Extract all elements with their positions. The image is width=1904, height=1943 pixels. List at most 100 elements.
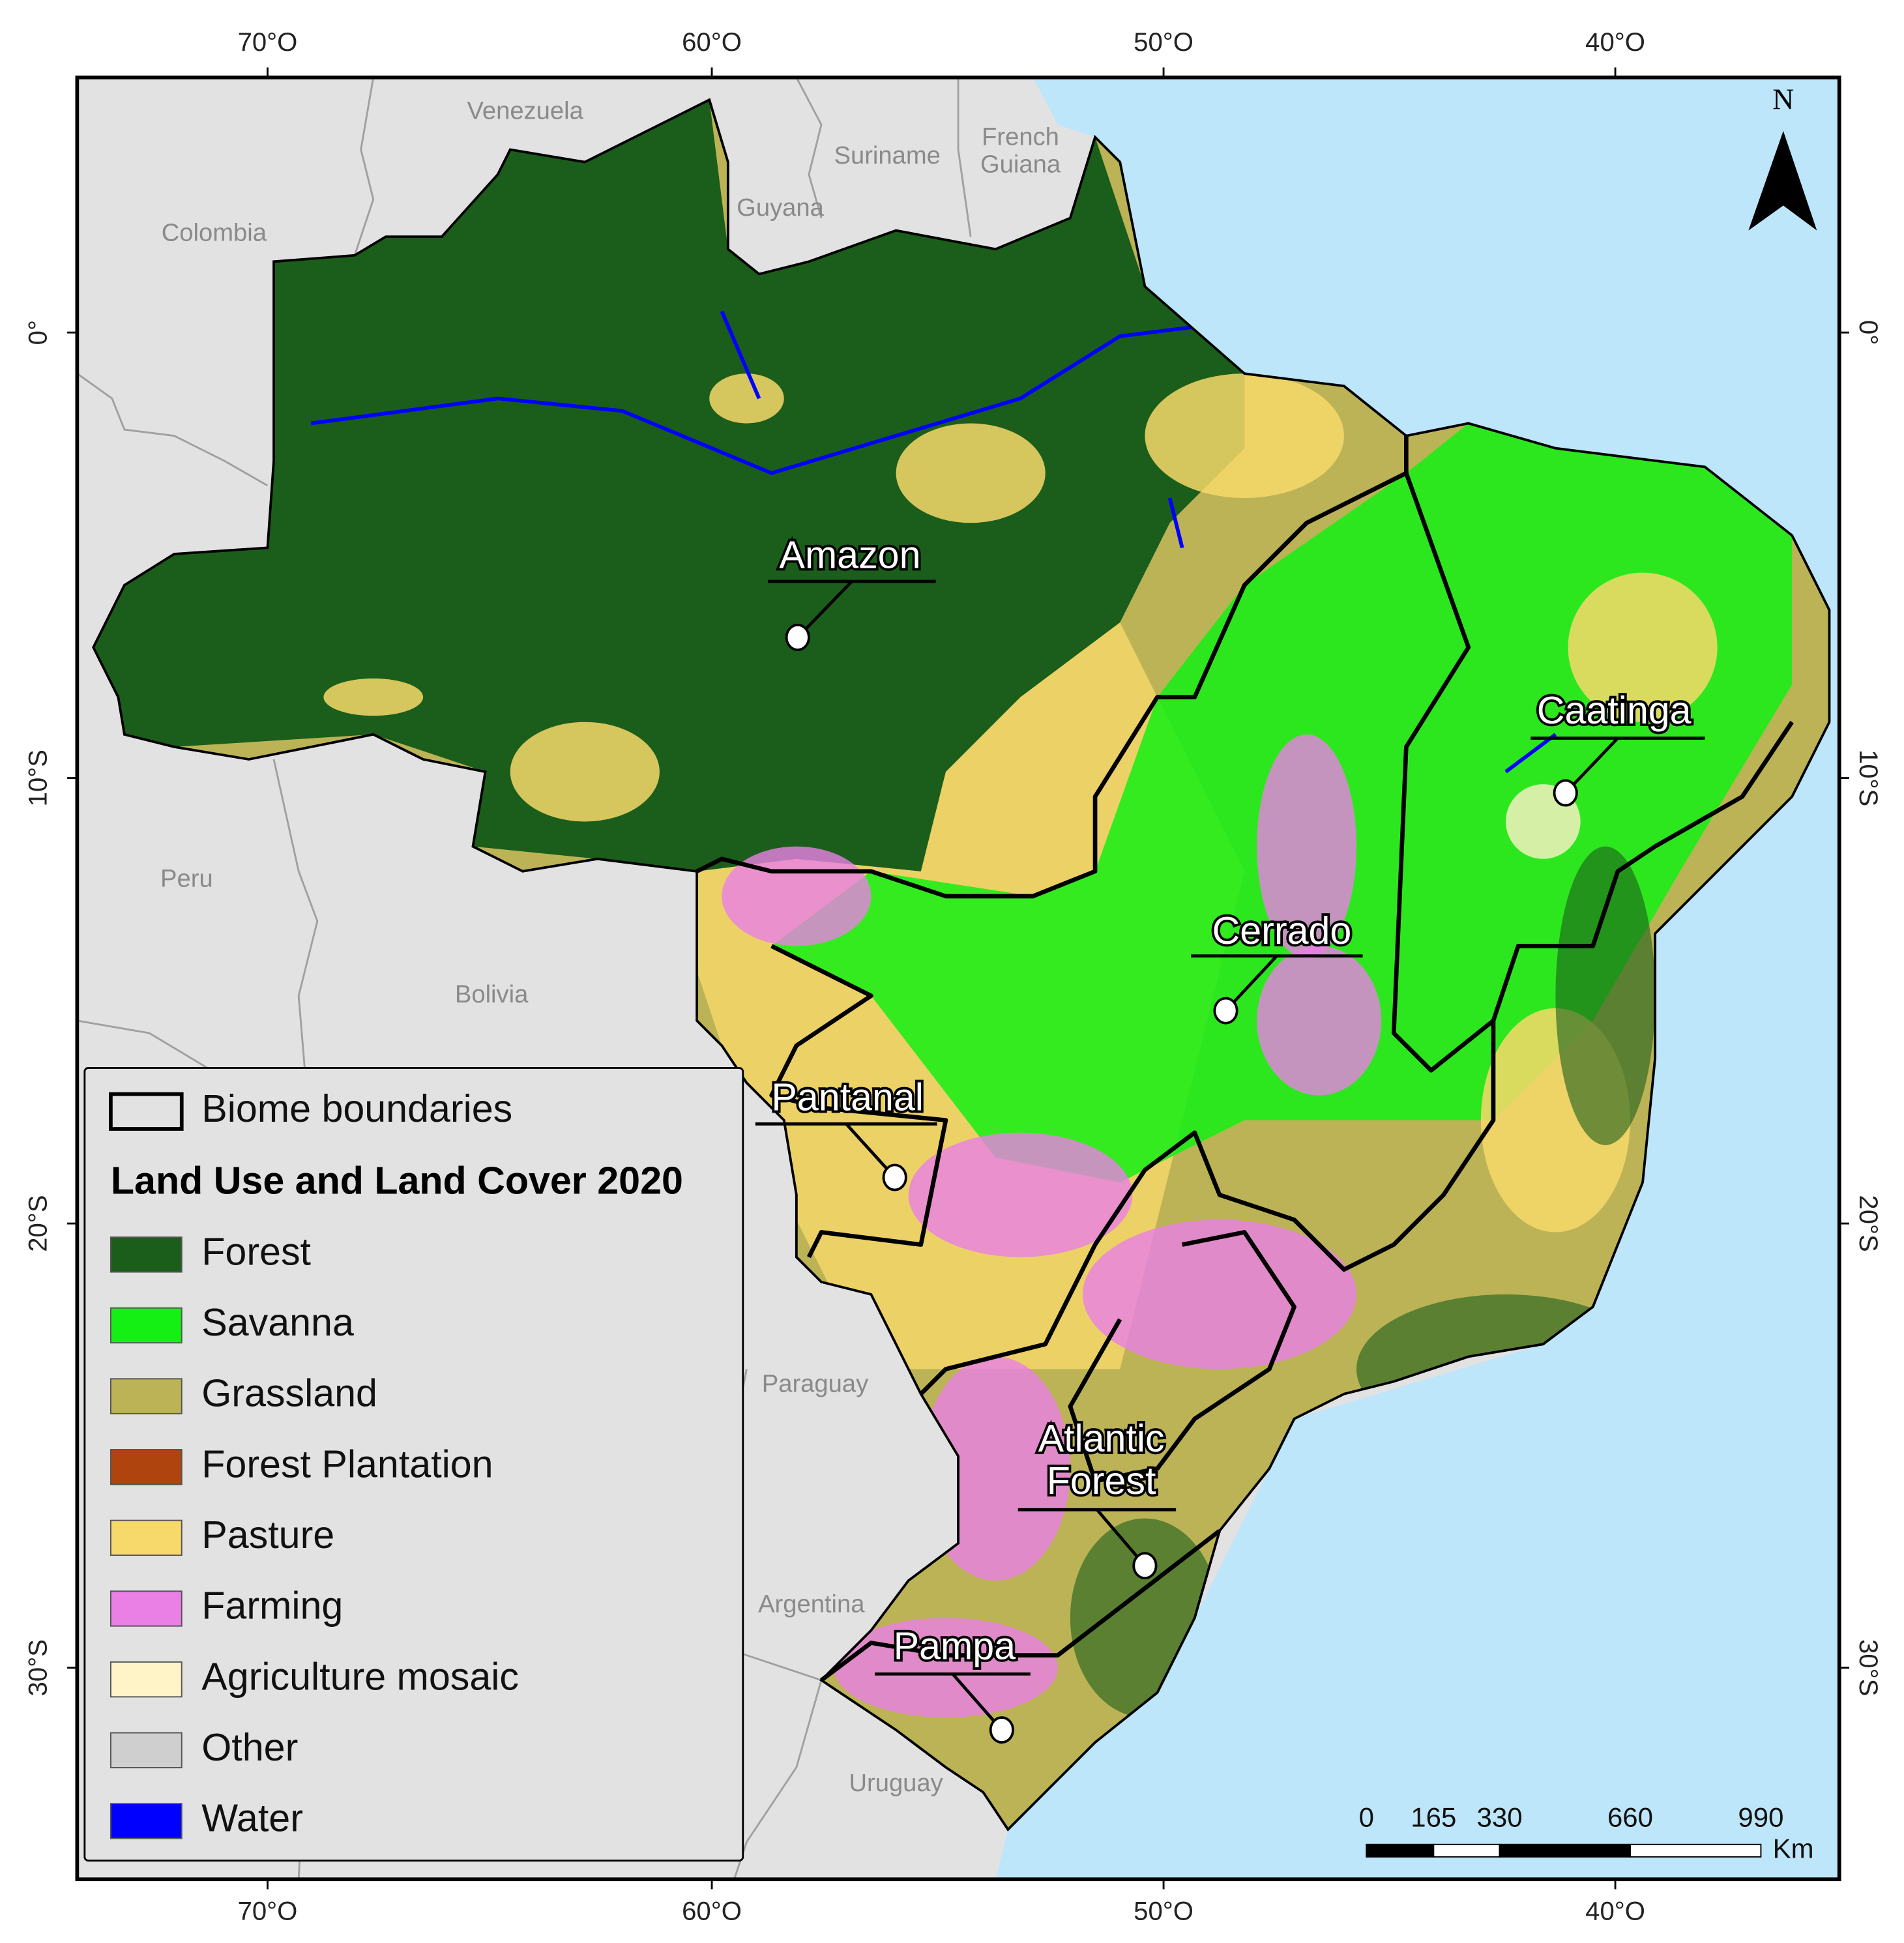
legend-swatch: [110, 1519, 183, 1556]
pasture-patch: [323, 678, 424, 716]
biome-label: Cerrado: [1212, 909, 1352, 952]
legend-label: Agriculture mosaic: [201, 1654, 519, 1698]
scale-segment: [1433, 1843, 1501, 1858]
lat-label: 10°S: [24, 750, 53, 806]
boundary-swatch: [109, 1092, 184, 1131]
biome-boundary: [769, 944, 948, 1259]
country-label: Guyana: [737, 194, 824, 222]
river: [1167, 497, 1184, 549]
pasture-patch: [1145, 373, 1344, 499]
biome-marker: [1132, 1552, 1158, 1580]
lat-label: 30°S: [24, 1639, 53, 1696]
biome-boundary: [696, 435, 1409, 899]
legend-swatch: [110, 1661, 183, 1698]
scale-label: 990: [1738, 1802, 1783, 1833]
biome-boundary: [1391, 472, 1794, 1073]
country-border: [957, 77, 972, 237]
country-label: French Guiana: [980, 123, 1061, 178]
country-label: Bolivia: [455, 980, 529, 1008]
farming-patch: [1257, 946, 1382, 1096]
country-label: Uruguay: [849, 1769, 943, 1797]
biome-label: Caatinga: [1537, 688, 1692, 732]
country-border: [795, 77, 823, 218]
biome-label: Atlantic: [1038, 1416, 1165, 1460]
legend-label: Pasture: [201, 1513, 334, 1556]
farming-patch: [1257, 734, 1356, 959]
lat-label: 10°S: [1854, 750, 1882, 806]
country-border: [353, 77, 375, 256]
lat-label: 30°S: [1854, 1639, 1882, 1696]
country-label: Paraguay: [762, 1369, 869, 1397]
north-label: N: [1772, 82, 1794, 115]
biome-label: Amazon: [779, 533, 920, 576]
scale-segment: [1499, 1843, 1631, 1858]
legend-swatch: [110, 1378, 183, 1414]
biome-marker: [785, 623, 810, 651]
scale-unit: Km: [1773, 1833, 1814, 1863]
farming-patch: [834, 1618, 1058, 1718]
pasture-patch: [709, 373, 784, 424]
lon-label: 40°O: [1585, 28, 1645, 57]
biome-boundary: [919, 1020, 1496, 1396]
biome-label: Forest: [1047, 1459, 1156, 1502]
lon-label: 50°O: [1134, 1897, 1194, 1925]
legend-swatch: [110, 1236, 183, 1273]
forest-patch: [1555, 846, 1656, 1145]
biome-marker: [1213, 997, 1238, 1025]
farming-patch: [908, 1132, 1133, 1257]
country-label-line: Guiana: [980, 150, 1061, 178]
legend-swatch: [110, 1307, 183, 1344]
legend-label: Forest: [201, 1229, 311, 1273]
scale-segment: [1366, 1843, 1435, 1858]
legend-title: Land Use and Land Cover 2020: [111, 1159, 683, 1203]
lon-label: 70°O: [238, 28, 298, 57]
country-border: [272, 759, 319, 1071]
farming-patch: [1082, 1220, 1356, 1369]
country-label-line: French: [982, 123, 1059, 151]
scale-label: 0: [1359, 1802, 1374, 1833]
legend-label: Biome boundaries: [201, 1087, 512, 1130]
scale-label: 660: [1607, 1802, 1653, 1833]
legend-label: Other: [201, 1725, 298, 1769]
legend-label: Water: [201, 1796, 303, 1840]
north-arrow: [1748, 130, 1817, 231]
river: [1504, 733, 1557, 774]
map-frame: [75, 75, 1841, 1882]
pasture-patch: [1568, 572, 1718, 722]
lat-label: 20°S: [24, 1195, 53, 1251]
legend-label: Farming: [201, 1584, 343, 1628]
lat-label: 0°: [1854, 320, 1882, 345]
legend-label: Savanna: [201, 1300, 354, 1344]
biome-label: Pantanal: [771, 1075, 924, 1119]
country-border: [77, 1019, 212, 1072]
scale-label: 165: [1411, 1802, 1456, 1833]
legend-swatch: [110, 1590, 183, 1627]
legend-box: [83, 1067, 744, 1862]
legend-swatch: [110, 1449, 183, 1485]
lon-label: 50°O: [1134, 28, 1194, 57]
biome-label: Pampa: [894, 1624, 1016, 1668]
farming-patch: [722, 846, 871, 946]
lat-label: 0°: [24, 320, 53, 345]
scale-label: 330: [1476, 1802, 1522, 1833]
country-label: Argentina: [758, 1590, 865, 1618]
river: [720, 310, 761, 400]
biome-marker: [989, 1716, 1014, 1744]
country-label: Venezuela: [467, 96, 584, 124]
scale-segment: [1630, 1843, 1762, 1858]
pasture-patch: [510, 722, 660, 822]
legend-swatch: [110, 1732, 183, 1768]
lon-label: 40°O: [1585, 1897, 1645, 1925]
biome-marker: [882, 1163, 907, 1191]
forest-area: [93, 100, 1245, 871]
legend-label: Forest Plantation: [201, 1442, 493, 1485]
river: [310, 321, 1220, 475]
country-label: Suriname: [834, 141, 941, 169]
lat-label: 20°S: [1854, 1195, 1882, 1251]
pasture-patch: [896, 423, 1046, 523]
country-label: Colombia: [162, 218, 267, 246]
biome-boundary: [1068, 1230, 1296, 1483]
country-label: Peru: [160, 864, 213, 892]
